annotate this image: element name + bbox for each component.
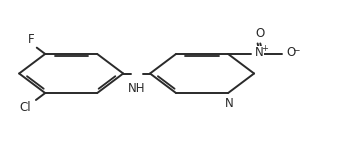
Text: N: N [225,97,234,110]
Text: N: N [255,46,264,59]
Text: O: O [255,27,264,40]
Text: O: O [287,46,296,59]
Text: −: − [292,45,299,54]
Text: F: F [27,33,34,46]
Text: +: + [262,44,269,53]
Text: Cl: Cl [19,101,31,114]
Text: NH: NH [128,81,145,95]
